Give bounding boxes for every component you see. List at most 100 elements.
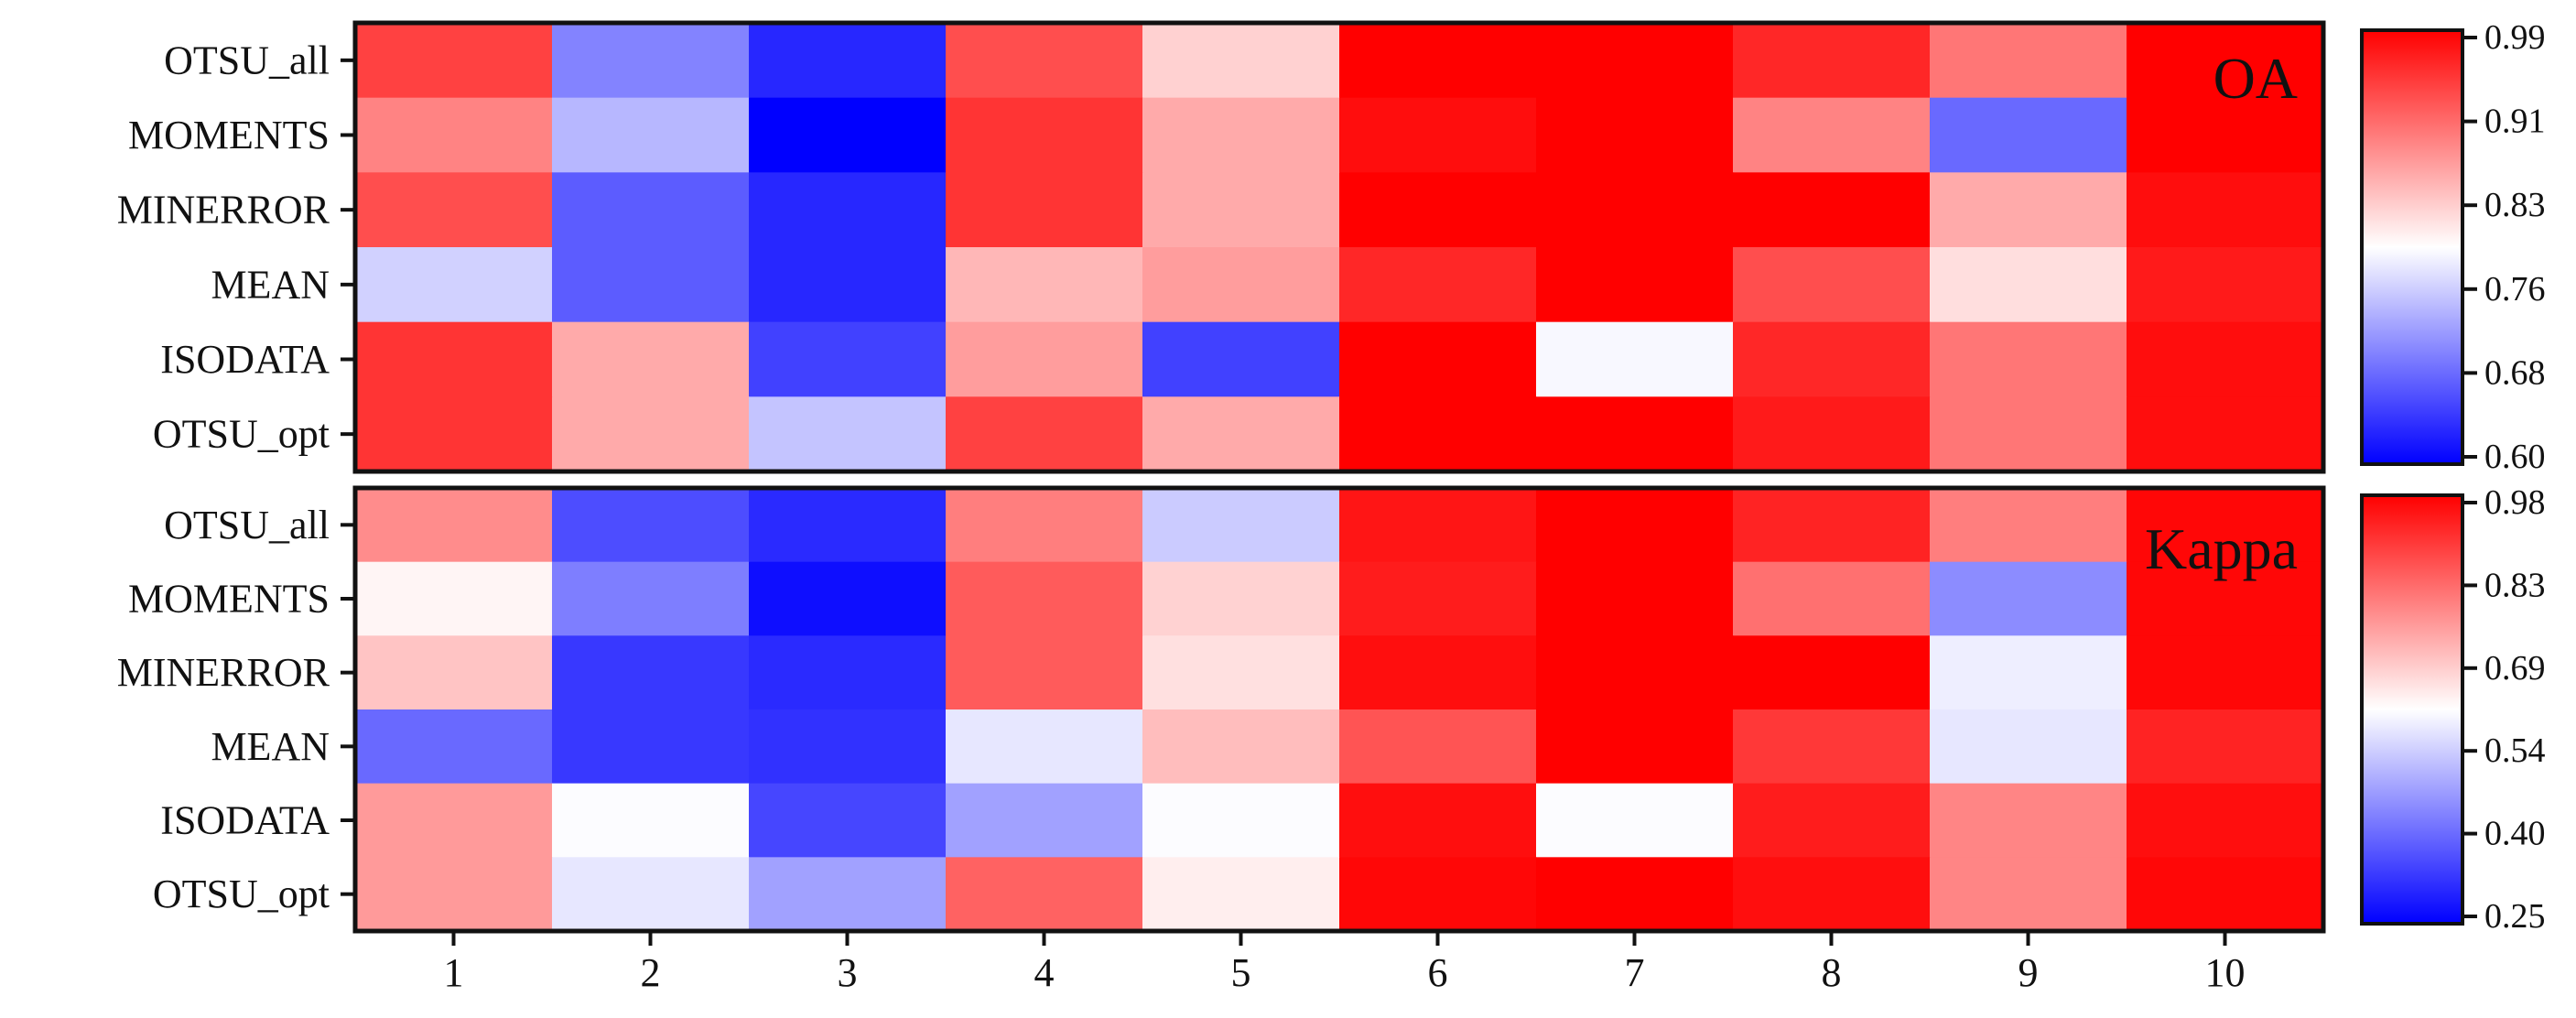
x-tick-label: 5 [1231, 950, 1251, 995]
heatmap-cell [1339, 783, 1537, 858]
heatmap-cell [1142, 23, 1340, 99]
heatmap-cell [1142, 97, 1340, 173]
heatmap-cell [946, 709, 1143, 785]
heatmap-cell [1339, 23, 1537, 99]
heatmap-cell [1733, 23, 1931, 99]
colorbar-tick-label: 0.91 [2484, 103, 2546, 141]
heatmap-cell [552, 857, 750, 932]
colorbar-tick-label: 0.83 [2484, 186, 2546, 224]
x-tick-label: 3 [838, 950, 858, 995]
row-label: MEAN [211, 724, 330, 769]
heatmap-cell [2127, 396, 2324, 472]
oa-colorbar: 0.99 0.91 0.83 0.76 0.68 0.60 [2360, 18, 2546, 476]
heatmap-cell [1536, 247, 1734, 323]
heatmap-cell [1733, 857, 1931, 932]
heatmap-cell [552, 561, 750, 636]
heatmap-cell [1930, 857, 2127, 932]
panel-annotation: OA [2213, 46, 2298, 111]
row-label: OTSU_all [164, 38, 330, 82]
heatmap-cell [1930, 23, 2127, 99]
heatmap-cell [552, 396, 750, 472]
heatmap-cell [1142, 396, 1340, 472]
heatmap-cell [1536, 635, 1734, 710]
heatmap-cell [1339, 635, 1537, 710]
row-label: OTSU_opt [153, 872, 330, 916]
heatmap-cell [1930, 561, 2127, 636]
heatmap-cell [355, 488, 553, 563]
heatmap-cell [749, 635, 947, 710]
row-label: OTSU_all [164, 503, 330, 547]
heatmap-cell [749, 97, 947, 173]
colorbar-tick-label: 0.25 [2484, 897, 2546, 936]
heatmap-cell [1339, 561, 1537, 636]
heatmap-cell [552, 488, 750, 563]
heatmap-cell [1339, 488, 1537, 563]
heatmap-cell [946, 247, 1143, 323]
heatmap-cell [749, 247, 947, 323]
heatmap-cell [2127, 857, 2324, 932]
heatmap-cell [2127, 97, 2324, 173]
x-tick-label: 7 [1625, 950, 1645, 995]
heatmap-cell [1536, 23, 1734, 99]
heatmap-cell [355, 97, 553, 173]
heatmap-cell [1930, 247, 2127, 323]
heatmap-cell [749, 857, 947, 932]
heatmap-cell [552, 172, 750, 248]
heatmap-cell [2127, 635, 2324, 710]
heatmap-cell [2127, 709, 2324, 785]
colorbar-tick-label: 0.99 [2484, 18, 2546, 57]
heatmap-cell [552, 247, 750, 323]
heatmap-cell [1733, 321, 1931, 397]
heatmap-cell [2127, 172, 2324, 248]
heatmap-cell [1733, 247, 1931, 323]
heatmap-cell [1733, 635, 1931, 710]
heatmap-cell [1733, 172, 1931, 248]
heatmap-cell [946, 396, 1143, 472]
x-tick-label: 10 [2205, 950, 2246, 995]
heatmap-cell [946, 561, 1143, 636]
heatmap-cell [552, 321, 750, 397]
heatmap-cell [1142, 783, 1340, 858]
heatmap-cell [749, 172, 947, 248]
heatmap-cell [1733, 709, 1931, 785]
heatmap-cell [2127, 488, 2324, 563]
panel-frame [352, 485, 2326, 934]
heatmap-cell [1536, 172, 1734, 248]
x-tick-label: 2 [641, 950, 661, 995]
heatmap-cell [1930, 172, 2127, 248]
heatmap-cell [355, 561, 553, 636]
heatmap-cell [1339, 321, 1537, 397]
heatmap-cell [355, 321, 553, 397]
heatmap-cell [1142, 635, 1340, 710]
heatmap-cell [2127, 247, 2324, 323]
colorbar-tick-label: 0.40 [2484, 815, 2546, 853]
heatmap-cell [355, 23, 553, 99]
heatmap-cell [749, 561, 947, 636]
heatmap-cell [552, 23, 750, 99]
heatmap-cell [1733, 97, 1931, 173]
row-label: MOMENTS [128, 577, 330, 622]
heatmap-cell [355, 172, 553, 248]
heatmap-cell [355, 857, 553, 932]
heatmap-cell [1536, 709, 1734, 785]
oa-heatmap-panel: OTSU_all MOMENTS MINERROR MEAN ISODATA OTSU_o… [117, 20, 2326, 474]
heatmap-cell [1733, 396, 1931, 472]
heatmap-cell [946, 321, 1143, 397]
heatmap-cell [1930, 396, 2127, 472]
heatmap-cell [1339, 247, 1537, 323]
colorbar-tick-label: 0.76 [2484, 270, 2546, 309]
x-tick-label: 4 [1034, 950, 1055, 995]
heatmap-cell [552, 783, 750, 858]
heatmap-cell [946, 635, 1143, 710]
colorbar-tick-label: 0.83 [2484, 566, 2546, 604]
x-tick-label: 9 [2019, 950, 2039, 995]
heatmap-cell [355, 247, 553, 323]
panel-frame [352, 20, 2326, 474]
heatmap-cell [749, 23, 947, 99]
heatmap-cell [1142, 172, 1340, 248]
x-axis: 1 2 3 4 5 6 7 8 9 10 [444, 931, 2246, 995]
heatmap-cell [1339, 709, 1537, 785]
heatmap-cell [1536, 783, 1734, 858]
heatmap-cell [946, 488, 1143, 563]
